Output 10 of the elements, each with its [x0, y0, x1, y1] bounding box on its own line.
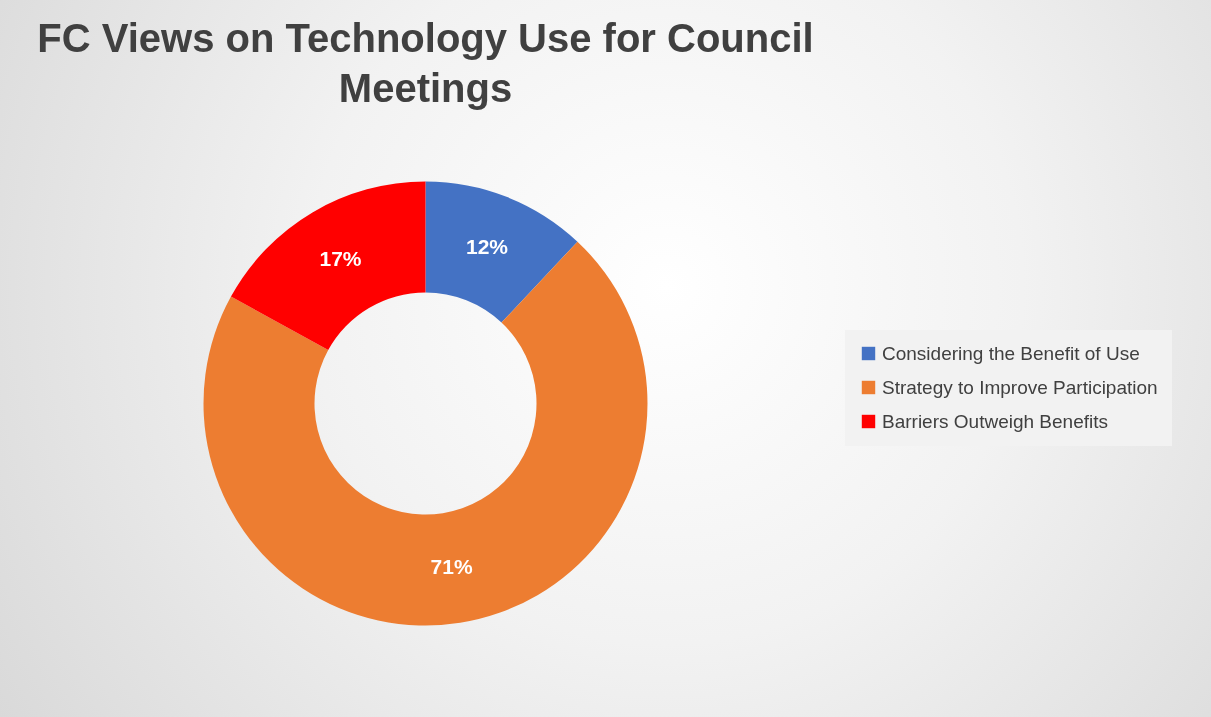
- donut-slice: [425, 181, 578, 323]
- donut-slice: [203, 241, 648, 626]
- legend-label: Considering the Benefit of Use: [882, 342, 1140, 364]
- legend-label: Barriers Outweigh Benefits: [882, 410, 1108, 432]
- chart-title: FC Views on Technology Use for Council Meetings: [37, 16, 814, 110]
- data-label: 17%: [319, 246, 362, 270]
- data-label: 12%: [465, 235, 509, 259]
- data-label: 71%: [430, 555, 473, 579]
- donut-slice: [230, 181, 426, 351]
- legend-label: Strategy to Improve Participation: [882, 376, 1158, 398]
